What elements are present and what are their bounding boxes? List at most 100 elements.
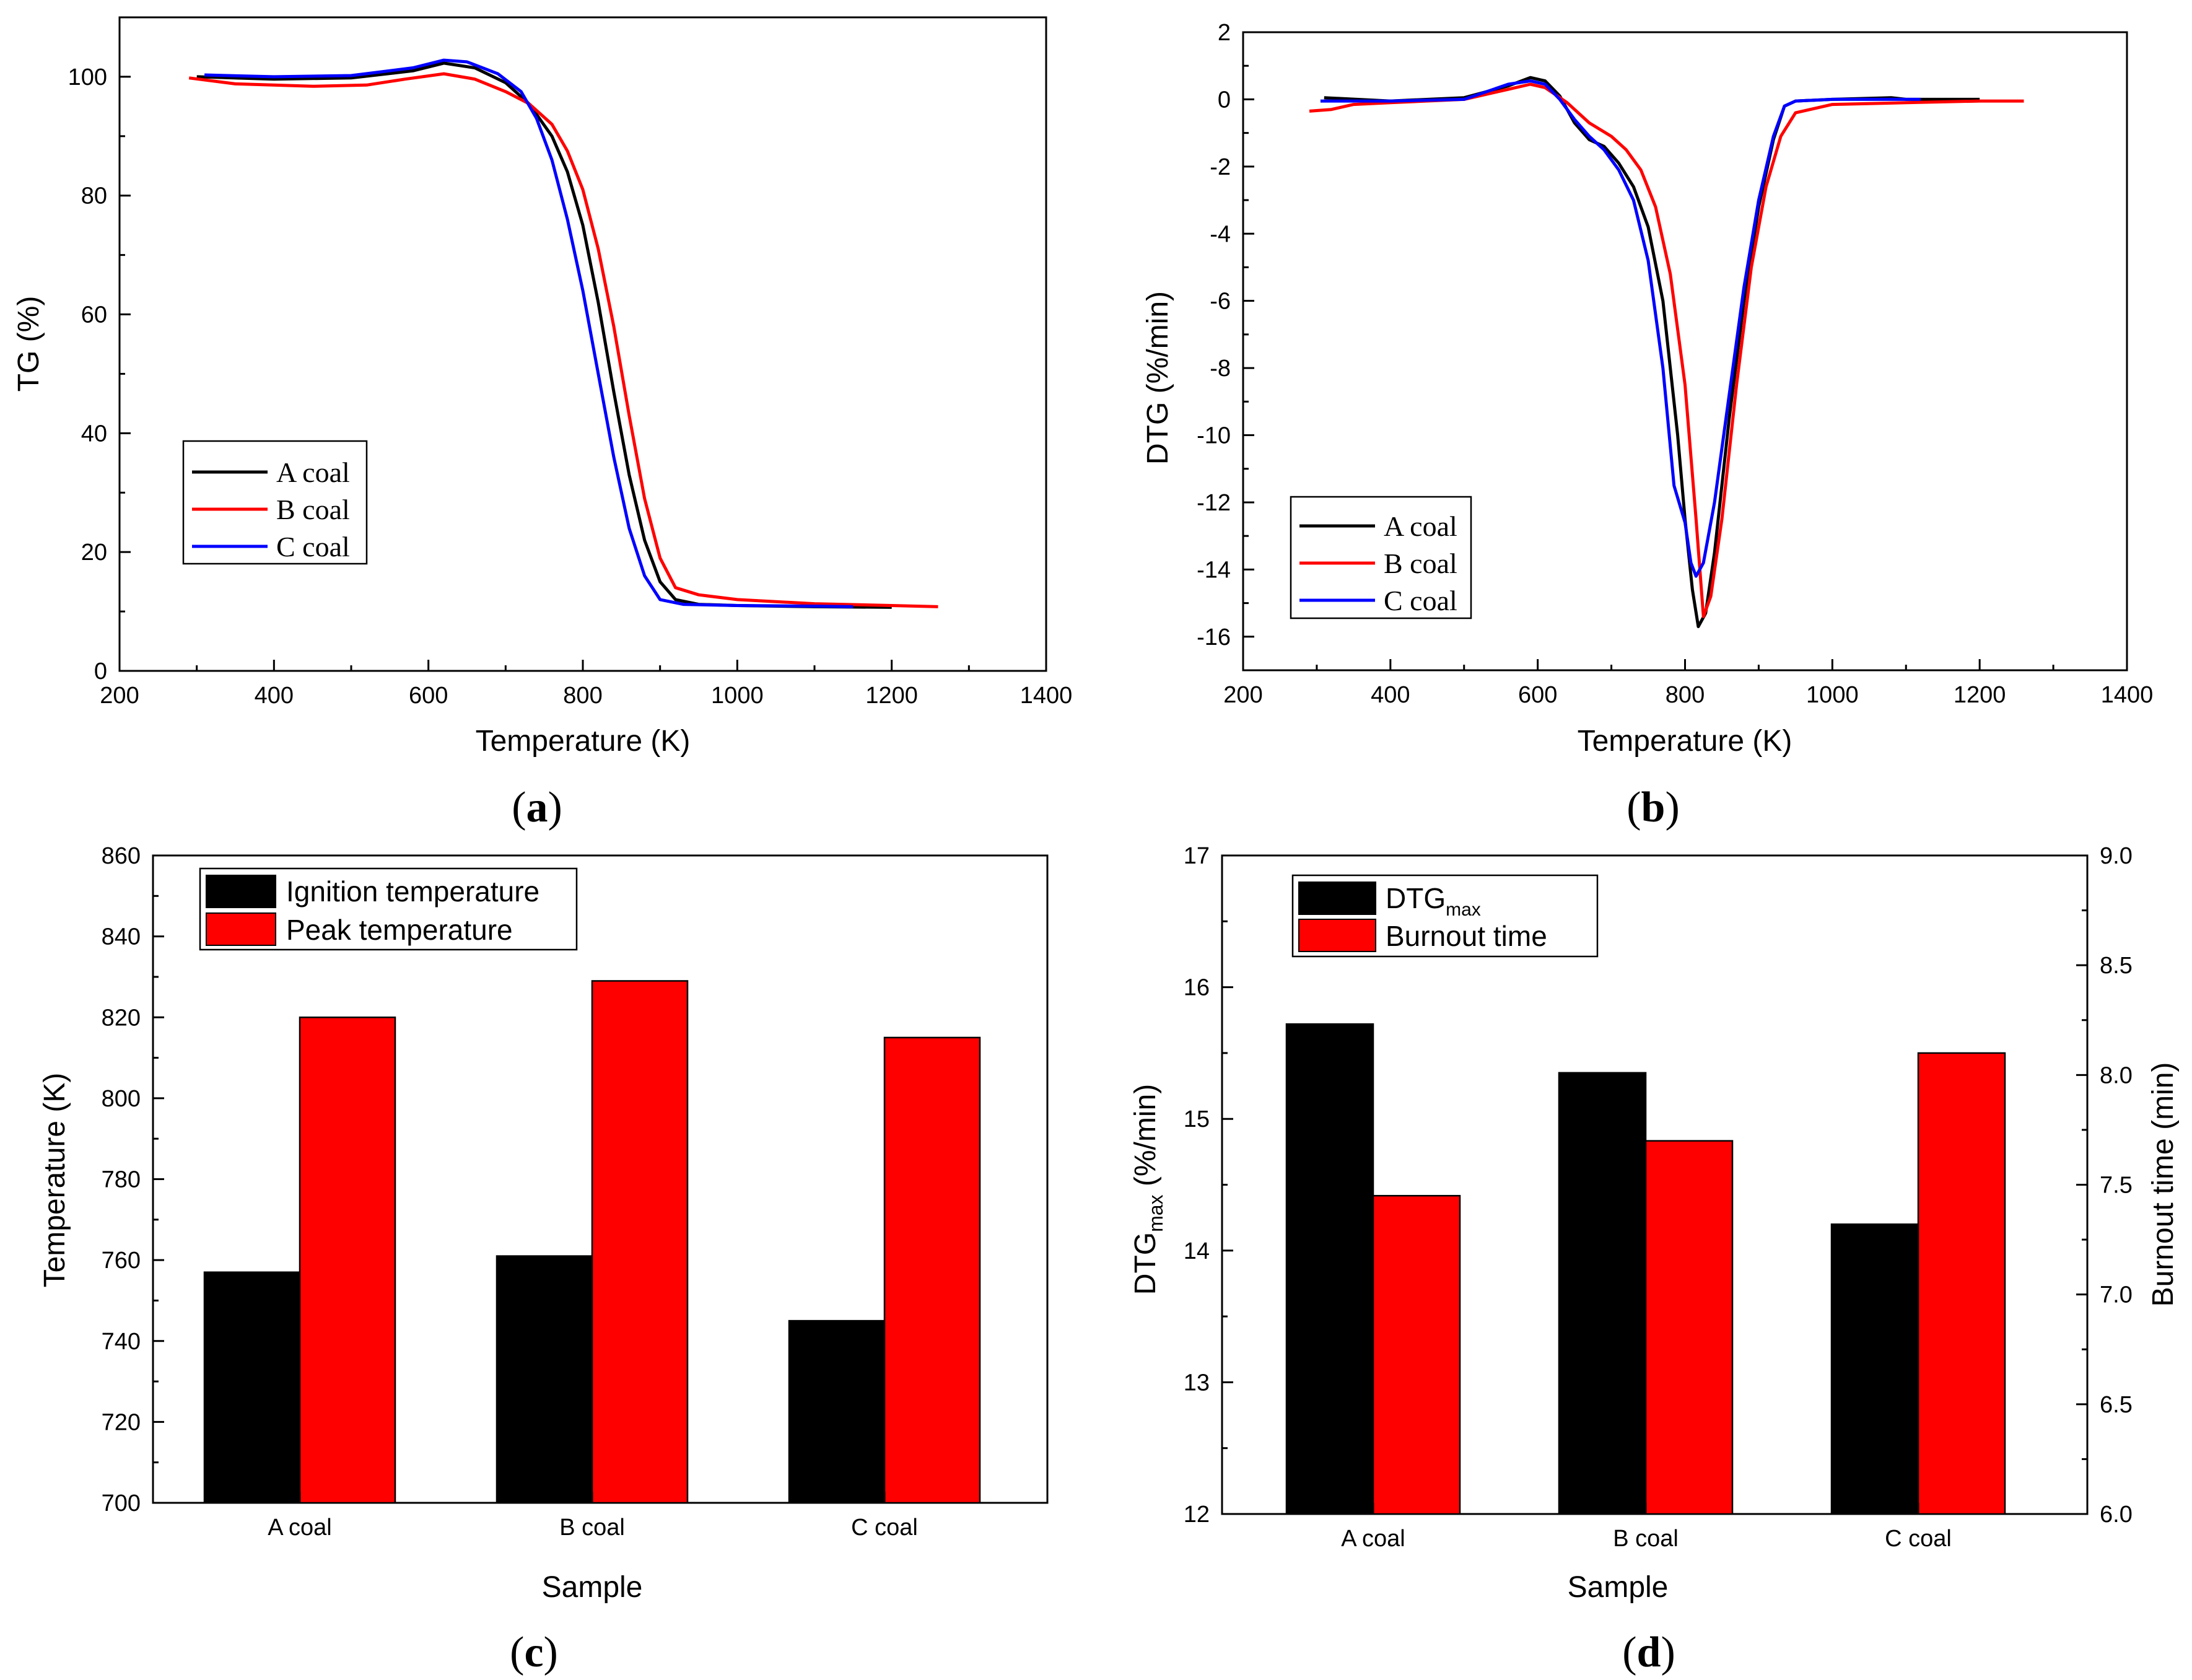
x-tick-label: 1000 — [1806, 682, 1859, 708]
legend-swatch-dtgmax — [1298, 882, 1376, 915]
legend-label-a-coal: A coal — [1384, 510, 1457, 542]
panel-b-y-ticks: -16 -14 -12 -10 -8 -6 -4 -2 0 2 — [1197, 20, 1254, 650]
right-y-tick-label: 6.5 — [2100, 1392, 2133, 1418]
legend-label-burnout: Burnout time — [1386, 920, 1547, 952]
category-label-c-coal: C coal — [851, 1515, 918, 1541]
panel-a-legend-box — [182, 440, 368, 565]
legend-label-b-coal: B coal — [1384, 548, 1457, 579]
y-tick-label: 17 — [1184, 843, 1210, 869]
y-tick-label: 60 — [81, 302, 107, 328]
panel-a-ylabel: TG (%) — [12, 296, 45, 392]
panel-d-ylabel-right: Burnout time (min) — [2147, 1062, 2180, 1307]
panel-b-legend-box — [1290, 496, 1472, 619]
y-tick-label: 840 — [102, 924, 141, 950]
bar-burnout-time-b-coal — [1644, 1140, 1734, 1515]
panel-a: 200 400 600 800 1000 1200 1400 0 20 40 60 80 100 Te… — [12, 16, 1072, 831]
x-tick-label: 200 — [100, 683, 139, 709]
y-tick-label: 860 — [102, 843, 141, 869]
bar-peak-temperature-b-coal — [591, 980, 689, 1504]
legend-label-dtgmax: DTGmax — [1386, 882, 1481, 920]
x-tick-label: 400 — [255, 683, 294, 709]
panel-b-legend: A coal B coal C coal — [1290, 496, 1472, 619]
panel-b-caption-letter: b — [1641, 784, 1666, 831]
panel-d-caption: (d) — [1622, 1629, 1675, 1676]
right-y-tick-label: 6.0 — [2100, 1502, 2133, 1528]
right-y-tick-label: 8.0 — [2100, 1062, 2133, 1088]
panel-d-legend: DTGmax Burnout time — [1291, 874, 1599, 958]
panel-c-xlabel: Sample — [542, 1571, 643, 1604]
y-tick-label: 720 — [102, 1409, 141, 1435]
panel-d-caption-letter: d — [1637, 1629, 1661, 1676]
right-y-tick-label: 7.5 — [2100, 1173, 2133, 1199]
bar-dtgmax-c-coal — [1830, 1223, 1919, 1515]
bar-ignition-temperature-b-coal — [496, 1255, 593, 1504]
category-label-a-coal: A coal — [1341, 1526, 1405, 1552]
y-tick-label: 740 — [102, 1329, 141, 1355]
y-tick-label: 20 — [81, 540, 107, 566]
bar-ignition-temperature-a-coal — [203, 1271, 301, 1504]
panel-c-bars — [203, 980, 981, 1504]
y-tick-label: 2 — [1218, 20, 1231, 46]
y-tick-label: 100 — [68, 64, 107, 90]
x-tick-label: 1400 — [1020, 683, 1073, 709]
x-tick-label: 200 — [1223, 682, 1262, 708]
panel-a-plot-frame — [118, 16, 1047, 672]
bar-peak-temperature-a-coal — [299, 1017, 396, 1504]
y-tick-label: -10 — [1197, 423, 1231, 449]
category-label-c-coal: C coal — [1885, 1526, 1952, 1552]
panel-c-y-ticks: 700 720 740 760 780 800 820 840 860 — [102, 843, 164, 1516]
category-label-b-coal: B coal — [1613, 1526, 1679, 1552]
panel-d-ylabel-sub: max — [1145, 1194, 1167, 1232]
legend-label-b-coal: B coal — [276, 494, 350, 525]
right-y-tick-label: 9.0 — [2100, 843, 2133, 869]
panel-a-y-ticks: 0 20 40 60 80 100 — [68, 64, 131, 685]
panel-a-caption-letter: a — [526, 784, 548, 831]
y-tick-label: 40 — [81, 421, 107, 447]
bar-ignition-temperature-c-coal — [788, 1319, 886, 1504]
panel-d-xlabel: Sample — [1568, 1571, 1669, 1604]
y-tick-label: 0 — [1218, 87, 1231, 113]
y-tick-label: -14 — [1197, 557, 1231, 583]
legend-label-a-coal: A coal — [276, 457, 350, 488]
panel-c-caption-letter: c — [524, 1629, 543, 1676]
category-label-b-coal: B coal — [559, 1515, 625, 1541]
panel-d-left-y-ticks: 12 13 14 15 16 17 — [1184, 843, 1233, 1528]
legend-swatch-peak — [206, 912, 276, 946]
x-tick-label: 800 — [1666, 682, 1705, 708]
x-tick-label: 1400 — [2101, 682, 2154, 708]
x-tick-label: 1200 — [1954, 682, 2006, 708]
panel-c-ylabel: Temperature (K) — [38, 1073, 71, 1288]
y-tick-label: 760 — [102, 1248, 141, 1274]
bar-dtgmax-a-coal — [1285, 1023, 1374, 1515]
panel-c-category-labels: A coal B coal C coal — [268, 1492, 918, 1541]
y-tick-label: -12 — [1197, 490, 1231, 516]
x-tick-label: 400 — [1371, 682, 1410, 708]
panel-b-ylabel: DTG (%/min) — [1142, 291, 1174, 465]
panel-a-x-ticks: 200 400 600 800 1000 1200 1400 — [100, 660, 1072, 709]
x-tick-label: 800 — [563, 683, 602, 709]
panel-d-ylabel-main: DTG — [1129, 1232, 1162, 1295]
legend-swatch-ignition — [206, 875, 276, 908]
panel-b: 200 400 600 800 1000 1200 1400 -16-14-12-10-8-… — [1142, 20, 2153, 831]
panel-c: 700 720 740 760 780 800 820 840 860 A coal B coal… — [38, 843, 1049, 1676]
panel-c-caption: (c) — [510, 1629, 558, 1676]
x-tick-label: 600 — [409, 683, 448, 709]
panel-b-xlabel: Temperature (K) — [1578, 725, 1792, 758]
x-tick-label: 600 — [1518, 682, 1557, 708]
bar-dtgmax-b-coal — [1558, 1072, 1647, 1515]
series-line-c-coal — [1320, 79, 1921, 578]
series-line-a-coal — [196, 61, 892, 609]
y-tick-label: -8 — [1210, 356, 1231, 382]
y-tick-label: 700 — [102, 1490, 141, 1516]
legend-swatch-burnout — [1298, 919, 1376, 952]
x-tick-label: 1200 — [865, 683, 918, 709]
panel-b-series — [1309, 76, 2024, 628]
panel-a-legend: A coal B coal C coal — [182, 440, 368, 565]
right-y-tick-label: 7.0 — [2100, 1282, 2133, 1308]
legend-label-ignition: Ignition temperature — [286, 875, 539, 908]
bar-burnout-time-c-coal — [1917, 1052, 2006, 1515]
y-tick-label: 820 — [102, 1005, 141, 1031]
legend-label-c-coal: C coal — [276, 531, 350, 562]
panel-d-ylabel-left: DTGmax (%/min) — [1129, 1084, 1167, 1295]
